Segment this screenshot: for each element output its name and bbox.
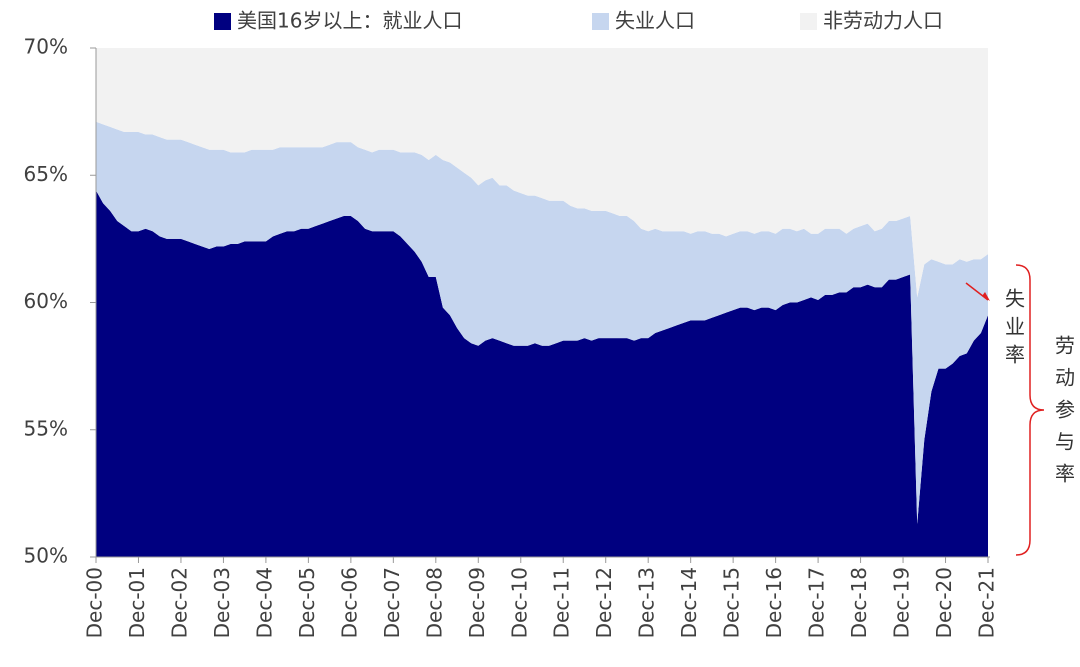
annotation: 劳动参与率 [1052,335,1076,495]
x-tick-label: Dec-15 [720,567,744,638]
area [96,190,988,557]
x-tick-label: Dec-06 [337,567,361,638]
x-tick-label: Dec-16 [762,567,786,638]
legend-swatch [800,13,817,30]
x-tick-label: Dec-19 [890,567,914,638]
x-tick-label: Dec-11 [550,567,574,638]
x-tick-label: Dec-10 [507,567,531,638]
arrow-head [982,292,990,301]
x-tick-label: Dec-03 [210,567,234,638]
annotation: 失业率 [1002,288,1026,372]
brace [1015,264,1045,556]
area [96,48,988,298]
x-tick-label: Dec-12 [592,567,616,638]
x-tick-label: Dec-00 [83,567,107,638]
x-tick-label: Dec-01 [125,567,149,638]
x-tick-label: Dec-14 [677,567,701,638]
x-tick-label: Dec-02 [167,567,191,638]
y-tick-label: 55% [24,416,68,440]
area [96,121,988,524]
legend-label: 失业人口 [615,9,695,33]
x-tick-label: Dec-08 [422,567,446,638]
legend-swatch [592,13,609,30]
legend-label: 非劳动力人口 [823,9,943,33]
x-tick-label: Dec-09 [465,567,489,638]
y-tick-label: 70% [24,35,68,59]
x-tick-label: Dec-05 [295,567,319,638]
x-tick-label: Dec-04 [252,567,276,638]
x-tick-label: Dec-13 [635,567,659,638]
x-tick-label: Dec-07 [380,567,404,638]
x-tick-label: Dec-18 [847,567,871,638]
x-tick-label: Dec-21 [975,567,999,638]
x-tick-label: Dec-20 [932,567,956,638]
y-tick-label: 50% [24,544,68,568]
x-tick-label: Dec-17 [805,567,829,638]
legend-swatch [214,13,231,30]
y-tick-label: 60% [24,289,68,313]
plot-area [96,48,988,557]
legend-label: 美国16岁以上：就业人口 [237,9,462,33]
y-tick-label: 65% [24,162,68,186]
